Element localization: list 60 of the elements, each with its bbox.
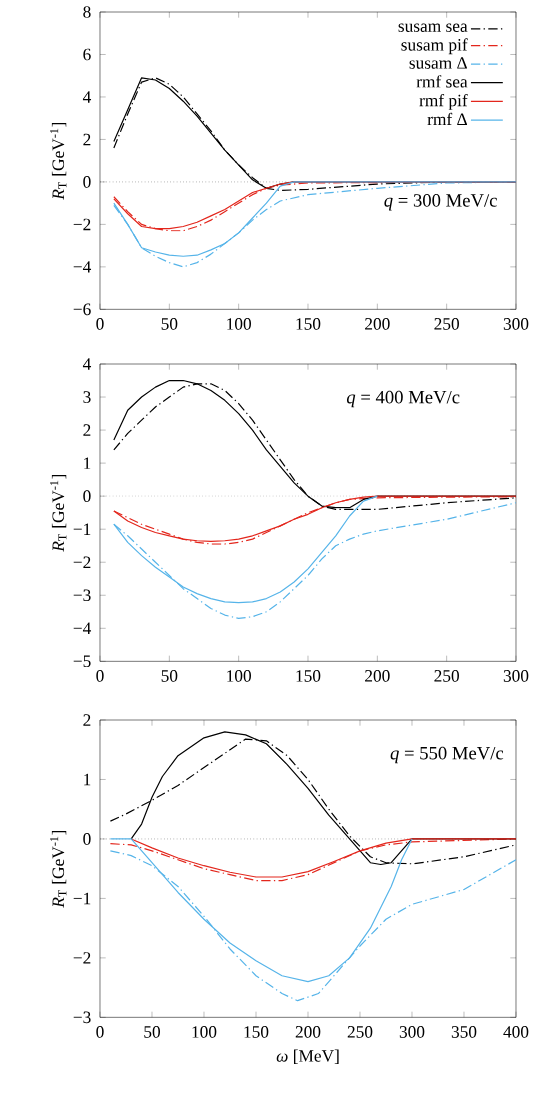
x-tick-label: 300 [503, 318, 529, 330]
y-tick-label: −6 [73, 303, 91, 316]
x-tick-label: 150 [244, 1026, 269, 1038]
y-tick-label: −3 [73, 589, 91, 602]
x-tick-label: 50 [161, 670, 178, 682]
y-tick-label: 0 [83, 490, 91, 502]
legend-label: rmf sea [416, 75, 468, 88]
y-axis-title: R$_{T}$ [GeV$^{-1}$] [50, 474, 67, 552]
y-tick-label: −1 [73, 523, 91, 535]
x-tick-label: 150 [296, 670, 321, 682]
x-tick-label: 300 [399, 1026, 425, 1038]
y-tick-label: −2 [73, 952, 91, 964]
x-tick-label: 400 [503, 1026, 529, 1038]
y-tick-label: −4 [73, 261, 92, 273]
x-tick-label: 0 [96, 1026, 104, 1038]
y-tick-label: 0 [83, 176, 91, 188]
x-tick-label: 100 [227, 670, 252, 682]
y-tick-label: −2 [73, 218, 91, 231]
y-tick-label: 1 [84, 457, 91, 469]
y-tick-label: −2 [73, 556, 91, 568]
x-tick-label: 250 [347, 1026, 373, 1038]
legend-label: susam sea [398, 23, 468, 32]
y-tick-label: 3 [83, 391, 91, 403]
y-tick-label: 2 [83, 133, 91, 146]
y-tick-label: 6 [83, 48, 91, 61]
x-tick-label: 250 [434, 318, 460, 330]
x-tick-label: 200 [365, 318, 390, 330]
y-tick-label: −4 [73, 622, 92, 634]
x-tick-label: 50 [144, 1026, 161, 1038]
y-tick-label: 4 [82, 91, 92, 103]
x-tick-label: 0 [96, 318, 104, 330]
x-tick-label: 200 [295, 1026, 321, 1038]
x-tick-label: 250 [434, 670, 460, 682]
x-tick-label: 100 [192, 1026, 217, 1038]
y-tick-label: 8 [83, 6, 91, 18]
y-tick-label: −1 [73, 892, 91, 905]
y-tick-label: 4 [82, 358, 92, 370]
x-tick-label: 50 [161, 318, 178, 330]
x-tick-label: 100 [227, 318, 252, 330]
legend-label: rmf Δ [427, 112, 468, 125]
x-tick-label: 200 [365, 670, 390, 682]
y-tick-label: 1 [84, 773, 91, 786]
x-axis-title: ω [MeV] [276, 1049, 339, 1064]
annotation: q = 400 MeV/c [346, 390, 460, 408]
annotation: q = 300 MeV/c [384, 194, 497, 211]
y-tick-label: 2 [83, 424, 91, 436]
legend-label: rmf pif [419, 93, 468, 110]
x-tick-label: 300 [503, 670, 529, 682]
legend-label: susam Δ [409, 57, 468, 69]
y-tick-label: −5 [73, 655, 91, 668]
x-tick-label: 150 [296, 318, 321, 330]
legend-label: susam pif [401, 38, 468, 55]
y-tick-label: −3 [73, 1011, 91, 1024]
y-axis-title: R$_{T}$ [GeV$^{-1}$] [50, 830, 67, 908]
x-tick-label: 0 [96, 670, 104, 682]
y-axis-title: R$_{T}$ [GeV$^{-1}$] [50, 122, 67, 200]
annotation: q = 550 MeV/c [390, 746, 504, 764]
y-tick-label: 2 [83, 714, 91, 726]
x-tick-label: 350 [451, 1026, 477, 1038]
y-tick-label: 0 [83, 833, 91, 845]
